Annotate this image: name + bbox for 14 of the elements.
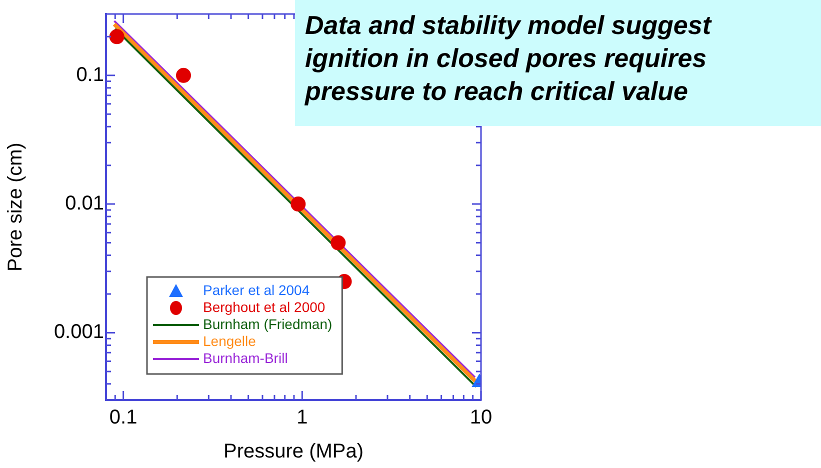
x-tick-label: 1 xyxy=(296,406,308,429)
legend-label: Berghout et al 2000 xyxy=(203,298,326,315)
x-tick-label: 10 xyxy=(470,406,492,429)
legend-label: Lengelle xyxy=(203,332,256,349)
y-tick-label: 0.01 xyxy=(65,192,104,215)
annotation: Data and stability model suggest ignition in closed pores requires pressure to reach critical value xyxy=(305,9,713,108)
legend-label: Parker et al 2004 xyxy=(203,282,310,298)
legend-label: Burnham-Brill xyxy=(203,350,288,366)
y-tick-label: 0.1 xyxy=(76,64,104,86)
x-tick-label: 0.1 xyxy=(109,406,138,429)
y-tick-label: 0.001 xyxy=(54,321,104,344)
y-axis-title: Pore size (cm) xyxy=(4,142,27,272)
legend-label: Burnham (Friedman) xyxy=(203,316,332,332)
x-axis-title: Pressure (MPa) xyxy=(223,440,364,463)
